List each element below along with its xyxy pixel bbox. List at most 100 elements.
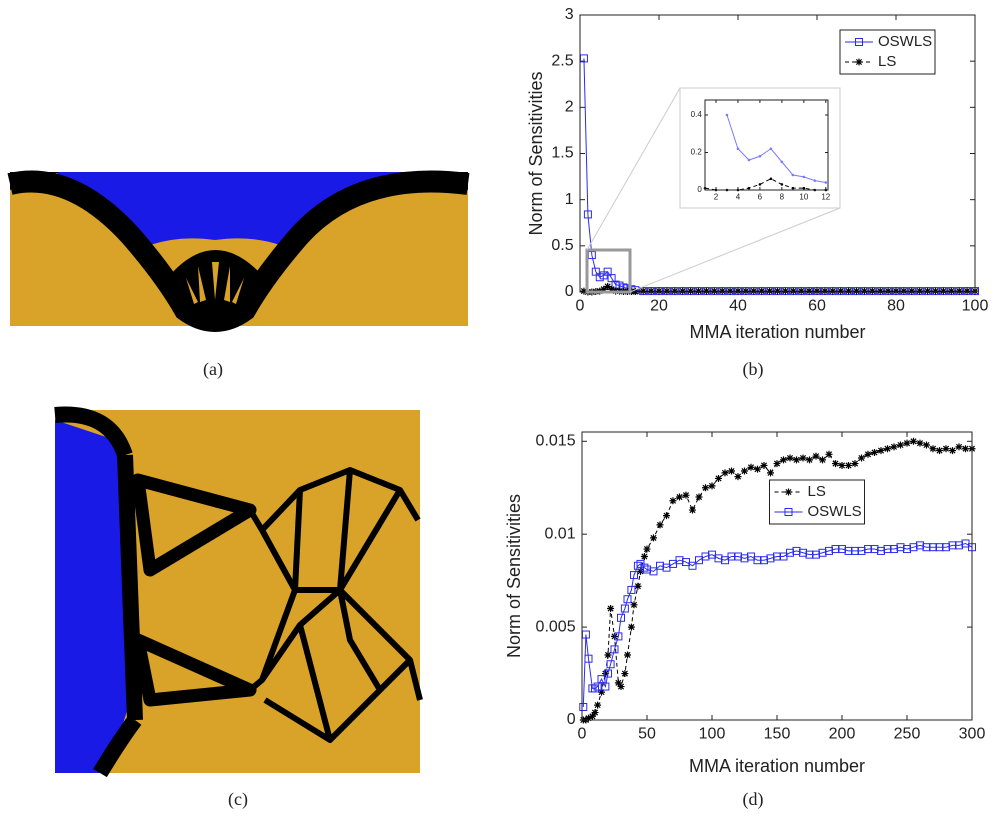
marker — [900, 287, 908, 295]
marker — [695, 493, 703, 501]
axes-box — [579, 14, 976, 293]
marker — [747, 158, 751, 162]
legend-label: LS — [808, 483, 826, 500]
marker — [936, 447, 943, 455]
x-tick-label: 12 — [821, 192, 830, 201]
y-tick-label: 1 — [565, 191, 574, 208]
x-tick-label: 300 — [959, 726, 986, 743]
marker — [594, 701, 602, 709]
legend-box — [769, 479, 865, 525]
x-tick-label: 60 — [808, 298, 826, 315]
marker — [591, 709, 599, 717]
marker — [793, 456, 800, 464]
x-tick-label: 250 — [894, 726, 921, 743]
y-tick-label: 0 — [565, 283, 574, 300]
marker — [758, 183, 762, 186]
marker — [689, 506, 696, 514]
marker — [949, 447, 956, 455]
x-tick-label: 100 — [962, 298, 989, 315]
marker — [627, 623, 635, 631]
y-axis-label: Norm of Sensitivities — [504, 494, 524, 658]
x-tick-label: 100 — [699, 726, 726, 743]
marker — [910, 437, 917, 445]
marker — [608, 285, 616, 293]
marker — [821, 287, 829, 295]
caption: (b) — [743, 359, 764, 380]
marker — [734, 473, 742, 481]
marker — [742, 287, 750, 295]
marker — [855, 58, 863, 66]
marker — [624, 651, 631, 659]
x-axis-label: MMA iteration number — [689, 756, 865, 776]
marker — [774, 287, 781, 295]
marker — [630, 571, 638, 580]
x-tick-label: 20 — [650, 298, 668, 315]
marker — [812, 452, 820, 460]
marker — [598, 688, 605, 696]
marker — [747, 463, 755, 471]
marker — [580, 287, 588, 295]
marker — [710, 287, 718, 295]
marker — [769, 147, 773, 151]
y-tick-label: 1.5 — [551, 145, 573, 162]
y-tick-label: 0.5 — [551, 237, 573, 254]
x-axis-label: MMA iteration number — [689, 322, 865, 342]
marker — [766, 287, 774, 295]
marker — [688, 561, 697, 570]
marker — [736, 147, 740, 151]
marker — [824, 181, 828, 184]
topology-image-c — [54, 406, 423, 778]
marker — [627, 585, 636, 594]
marker — [877, 447, 885, 455]
marker — [734, 287, 742, 295]
plot-area — [582, 432, 972, 720]
marker — [916, 287, 924, 295]
x-tick-label: 6 — [758, 192, 763, 201]
x-tick-label: 80 — [887, 298, 905, 315]
marker — [702, 287, 710, 295]
chart-d: 0 50 100 150 200 250 300 0 0.005 0.01 0.015 MMA ite… — [504, 431, 986, 776]
series-line — [582, 542, 973, 708]
marker — [876, 287, 884, 295]
marker — [741, 467, 748, 475]
marker — [916, 439, 924, 447]
marker — [897, 441, 904, 449]
marker — [671, 287, 679, 295]
marker — [610, 645, 619, 654]
marker — [604, 669, 612, 678]
plot-area — [705, 100, 828, 190]
y-tick-label: 2.5 — [551, 52, 573, 69]
marker — [682, 491, 690, 499]
marker — [785, 488, 792, 496]
marker — [802, 175, 806, 179]
marker — [621, 670, 629, 678]
marker — [604, 282, 612, 290]
marker — [647, 287, 655, 295]
marker — [932, 287, 939, 295]
marker — [606, 660, 615, 669]
marker — [617, 613, 625, 622]
marker — [864, 450, 872, 458]
marker — [601, 670, 609, 678]
marker — [614, 679, 622, 687]
marker — [584, 654, 593, 663]
x-tick-label: 8 — [780, 192, 785, 201]
marker — [715, 474, 722, 482]
marker — [718, 287, 726, 295]
y-tick-label: 0.015 — [536, 433, 576, 450]
marker — [786, 454, 794, 462]
marker — [601, 682, 610, 691]
caption: (d) — [743, 789, 764, 810]
marker — [829, 287, 837, 295]
marker — [655, 287, 663, 295]
chart-b-inset: 2 4 6 8 10 12 0 0.2 0.4 — [691, 99, 831, 201]
x-tick-label: 50 — [638, 726, 656, 743]
marker — [769, 177, 773, 181]
marker — [725, 113, 729, 117]
marker — [640, 552, 648, 560]
marker — [750, 287, 758, 295]
marker — [728, 467, 735, 475]
y-tick-label: 0 — [567, 711, 576, 728]
marker — [721, 469, 729, 477]
legend-label: OSWLS — [878, 33, 932, 50]
